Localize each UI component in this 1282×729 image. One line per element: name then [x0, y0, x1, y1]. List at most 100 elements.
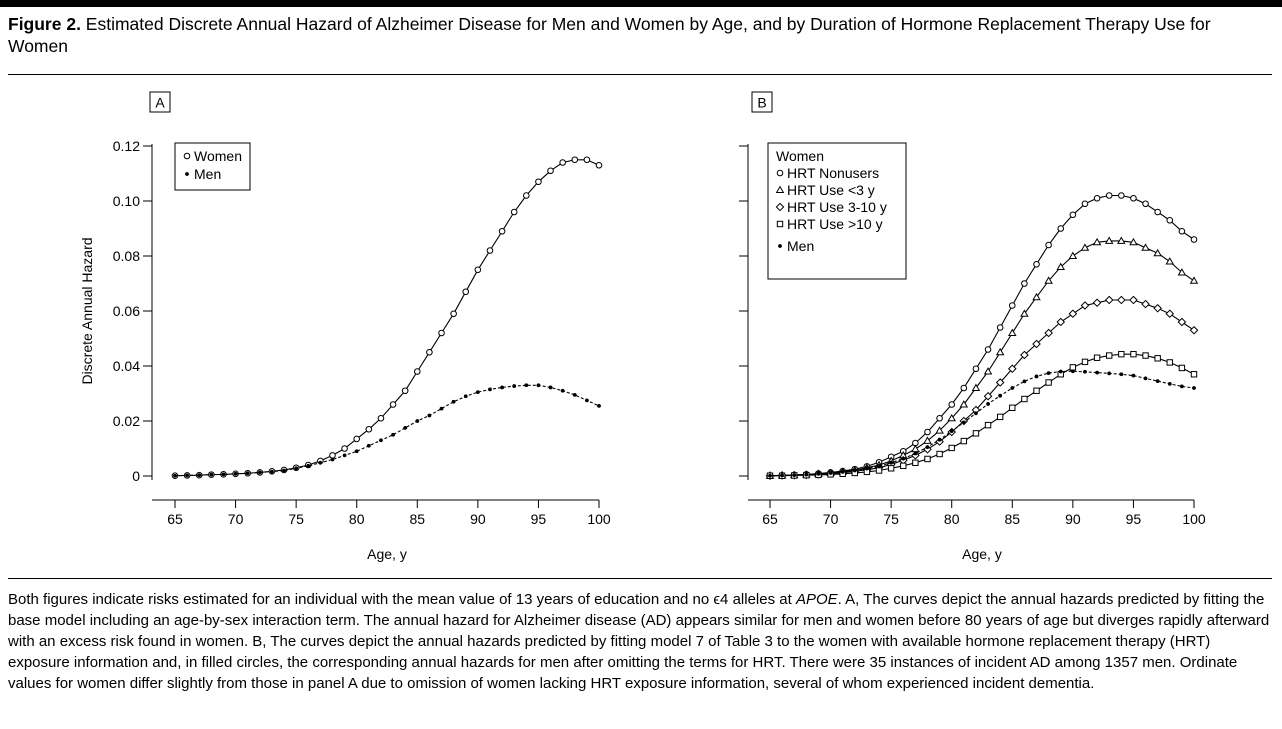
data-point	[450, 310, 457, 318]
data-point	[1153, 248, 1162, 257]
data-point	[1007, 364, 1017, 374]
data-point	[995, 378, 1005, 387]
series-hrt-use-10-y	[766, 350, 1198, 479]
data-point	[1056, 317, 1066, 327]
data-point	[366, 443, 371, 448]
data-point	[1142, 352, 1149, 359]
data-point	[1141, 243, 1150, 251]
data-point	[353, 435, 361, 443]
data-point	[475, 390, 480, 395]
data-point	[972, 365, 980, 373]
legend-marker	[778, 244, 782, 248]
data-point	[840, 469, 845, 474]
data-point	[1032, 292, 1041, 301]
y-tick-label: 0.04	[113, 358, 140, 374]
data-point	[974, 411, 978, 416]
data-point	[1178, 227, 1186, 235]
legend-marker	[776, 220, 784, 228]
data-point	[913, 451, 918, 456]
y-tick-label: 0.06	[113, 303, 140, 319]
data-point	[474, 266, 482, 274]
data-point	[901, 456, 906, 461]
data-point	[488, 387, 492, 392]
data-point	[548, 385, 553, 390]
data-point	[1130, 194, 1137, 202]
data-point	[1092, 237, 1102, 246]
x-tick-label: 100	[587, 511, 611, 527]
x-tick-label: 75	[883, 511, 899, 527]
data-point	[1179, 384, 1184, 389]
data-point	[1081, 200, 1089, 208]
data-point	[1080, 243, 1090, 251]
data-point	[995, 347, 1005, 356]
data-point	[524, 383, 529, 388]
x-tick-label: 90	[470, 511, 486, 527]
data-point	[1119, 372, 1124, 377]
y-axis-label: Discrete Annual Hazard	[79, 237, 95, 384]
data-point	[1131, 373, 1136, 378]
data-point	[960, 384, 968, 392]
data-point	[1093, 194, 1101, 202]
x-tick-label: 65	[167, 511, 183, 527]
x-tick-label: 70	[823, 511, 839, 527]
data-point	[379, 438, 383, 443]
data-point	[1190, 371, 1198, 378]
data-point	[947, 413, 956, 422]
data-point	[911, 444, 920, 453]
data-point	[512, 384, 517, 388]
data-point	[1069, 364, 1077, 371]
charts-area: A 0 0.02 0.04 0.06 0.08 0.10 0.12 65 70 75 80 85 90 95…	[79, 91, 1206, 562]
data-point	[1153, 303, 1162, 313]
data-point	[209, 472, 214, 477]
data-point	[1154, 208, 1161, 216]
data-point	[1083, 369, 1087, 374]
data-point	[1192, 386, 1196, 390]
data-point	[1177, 268, 1187, 276]
data-point	[1057, 225, 1065, 232]
series-line	[769, 299, 1195, 477]
data-point	[1189, 325, 1199, 335]
data-point	[330, 457, 335, 462]
data-point	[1045, 241, 1052, 249]
data-point	[233, 471, 238, 476]
data-point	[282, 468, 286, 473]
data-point	[451, 399, 456, 404]
series-hrt-use-3-10-y	[765, 295, 1199, 481]
data-point	[1069, 211, 1077, 219]
data-point	[1022, 379, 1027, 384]
data-point	[948, 444, 955, 452]
data-point	[415, 419, 420, 423]
series-men	[768, 369, 1196, 478]
data-point	[865, 466, 869, 471]
data-point	[463, 394, 468, 399]
data-point	[185, 473, 190, 478]
data-point	[1107, 371, 1112, 376]
data-point	[1118, 350, 1125, 358]
figure-title-text: Estimated Discrete Annual Hazard of Alzh…	[8, 14, 1211, 56]
data-point	[597, 403, 601, 408]
data-point	[960, 437, 968, 445]
data-point	[413, 368, 421, 375]
data-point	[1093, 354, 1101, 361]
data-point	[583, 156, 591, 164]
data-point	[1095, 370, 1099, 375]
y-tick-label: 0	[132, 468, 140, 484]
data-point	[173, 473, 177, 478]
y-tick-label: 0.08	[113, 248, 140, 264]
legend-entry: HRT Use 3-10 y	[787, 199, 887, 215]
data-point	[270, 469, 274, 474]
data-point	[462, 288, 470, 296]
caption-part-1: Both figures indicate risks estimated fo…	[8, 591, 714, 608]
data-point	[936, 450, 943, 458]
top-bar	[0, 0, 1282, 7]
data-point	[1068, 251, 1078, 260]
panel-label: A	[155, 95, 165, 111]
data-point	[877, 464, 881, 468]
figure-title: Figure 2. Estimated Discrete Annual Haza…	[8, 13, 1270, 57]
data-point	[535, 178, 542, 186]
data-point	[1021, 395, 1028, 403]
legend: Women Men	[174, 142, 251, 191]
x-tick-label: 95	[531, 511, 547, 527]
data-point	[1104, 295, 1114, 305]
data-point	[923, 436, 932, 444]
